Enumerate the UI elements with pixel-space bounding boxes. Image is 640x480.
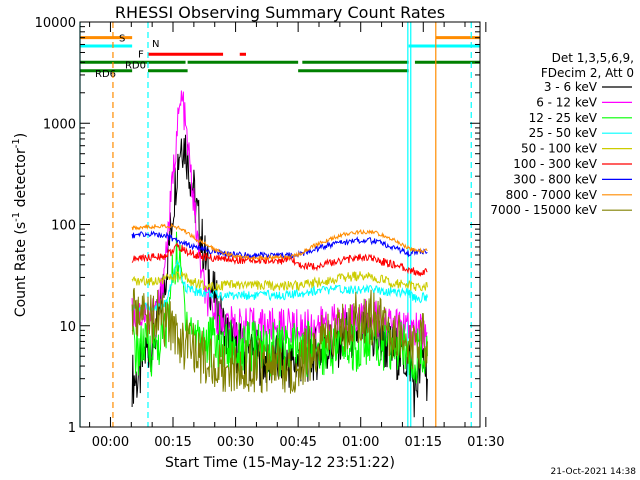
state-bar-label: S — [119, 34, 125, 45]
y-axis-label: Count Rate (s-1 detector-1) — [11, 133, 29, 317]
state-bar-label: RD0 — [125, 60, 146, 71]
legend-header-1: Det 1,3,5,6,9, — [552, 51, 634, 65]
x-tick-label: 00:30 — [217, 435, 254, 450]
series-lines — [131, 90, 428, 418]
legend-label: 25 - 50 keV — [529, 126, 598, 140]
legend-label: 3 - 6 keV — [544, 80, 598, 94]
state-bar-label: RD6 — [95, 69, 116, 80]
x-tick-label: 01:15 — [405, 435, 442, 450]
x-tick-label: 01:30 — [467, 435, 504, 450]
series-line — [131, 90, 428, 350]
legend-label: 6 - 12 keV — [536, 95, 598, 109]
series-line — [131, 287, 428, 394]
series-line — [131, 222, 428, 262]
chart-title: RHESSI Observing Summary Count Rates — [115, 3, 445, 22]
timestamp: 21-Oct-2021 14:38 — [551, 467, 637, 477]
legend-label: 7000 - 15000 keV — [490, 203, 597, 217]
series-line — [131, 241, 428, 278]
legend-label: 300 - 800 keV — [513, 172, 597, 186]
legend-label: 800 - 7000 keV — [506, 188, 598, 202]
x-axis-label: Start Time (15-May-12 23:51:22) — [165, 455, 395, 471]
x-axis: 00:00 00:15 00:30 00:45 01:00 01:15 01:30 — [89, 22, 505, 450]
x-tick-label: 00:45 — [279, 435, 316, 450]
legend-label: 12 - 25 keV — [529, 111, 598, 125]
y-tick-label: 100 — [51, 219, 76, 234]
state-bar-label: N — [152, 39, 159, 50]
y-tick-label: 1000 — [43, 117, 76, 132]
x-tick-label: 00:00 — [92, 435, 129, 450]
y-tick-label: 10 — [59, 320, 76, 335]
legend: Det 1,3,5,6,9, FDecim 2, Att 0 3 - 6 keV… — [490, 51, 634, 217]
series-line — [131, 230, 428, 260]
series-line — [131, 271, 428, 292]
legend-header-2: FDecim 2, Att 0 — [541, 66, 634, 80]
y-axis: 1 10 100 1000 10000 — [35, 16, 480, 436]
x-tick-label: 00:15 — [154, 435, 191, 450]
x-tick-label: 01:00 — [342, 435, 379, 450]
legend-label: 50 - 100 keV — [521, 142, 598, 156]
state-bar-label: F — [138, 49, 144, 60]
y-tick-label: 1 — [68, 421, 76, 436]
legend-label: 100 - 300 keV — [513, 157, 597, 171]
y-tick-label: 10000 — [35, 16, 76, 31]
